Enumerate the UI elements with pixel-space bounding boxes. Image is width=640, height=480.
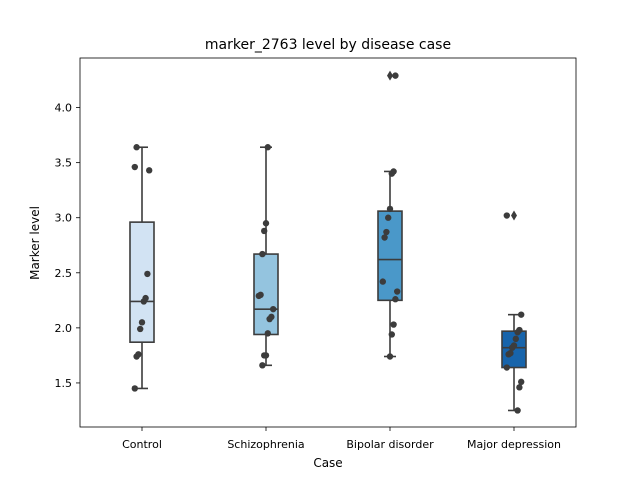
- data-point: [259, 362, 266, 369]
- data-point: [259, 250, 266, 258]
- data-point: [261, 227, 268, 235]
- data-point: [268, 313, 275, 321]
- y-tick-label: 2.5: [55, 267, 73, 280]
- data-point: [135, 351, 142, 358]
- data-point: [131, 385, 138, 392]
- data-point: [507, 350, 514, 357]
- y-tick-label: 2.0: [55, 322, 73, 335]
- x-axis: Control Schizophrenia Bipolar disorder Majo…: [122, 427, 561, 451]
- data-point: [512, 335, 519, 343]
- data-point: [514, 407, 521, 414]
- data-point: [518, 311, 525, 318]
- x-tick-label: Schizophrenia: [227, 438, 304, 451]
- data-point: [390, 168, 397, 175]
- data-point: [262, 220, 270, 227]
- data-point: [262, 352, 270, 359]
- data-point: [518, 378, 525, 386]
- data-point: [503, 364, 510, 371]
- iqr-box: [377, 210, 403, 302]
- data-point: [392, 72, 399, 79]
- data-point: [379, 278, 386, 285]
- data-point: [386, 353, 394, 360]
- data-point: [510, 342, 518, 349]
- box-group: [129, 146, 155, 390]
- data-point: [516, 384, 523, 391]
- data-point: [137, 325, 144, 333]
- data-point: [144, 270, 151, 278]
- data-point: [142, 294, 149, 302]
- chart-title: marker_2763 level by disease case: [205, 37, 451, 53]
- x-tick-label: Major depression: [467, 438, 561, 451]
- y-axis-label: Marker level: [28, 206, 42, 280]
- data-point: [257, 291, 264, 299]
- data-point: [503, 212, 510, 219]
- y-tick-label: 3.0: [55, 212, 73, 225]
- outlier-marker: [511, 210, 517, 221]
- data-point: [386, 205, 394, 213]
- outlier-marker: [387, 70, 393, 81]
- plot-frame: [79, 57, 577, 428]
- data-point: [264, 144, 271, 151]
- data-point: [264, 330, 271, 337]
- data-point: [138, 319, 146, 326]
- data-point: [516, 326, 523, 334]
- data-point: [146, 167, 153, 174]
- data-point: [390, 321, 397, 328]
- y-axis: 1.5 2.0 2.5 3.0 3.5 4.0: [55, 102, 80, 390]
- box-group: [377, 70, 403, 358]
- x-tick-label: Bipolar disorder: [346, 438, 434, 451]
- y-tick-label: 3.5: [55, 157, 73, 170]
- x-tick-label: Control: [122, 438, 162, 451]
- data-point: [381, 234, 388, 241]
- x-axis-label: Case: [313, 456, 342, 470]
- data-point: [383, 228, 390, 236]
- data-point: [388, 331, 395, 338]
- data-point: [392, 296, 399, 303]
- data-point: [133, 144, 140, 151]
- data-point: [131, 163, 138, 171]
- data-point: [394, 288, 401, 295]
- data-point: [385, 214, 392, 221]
- y-tick-label: 4.0: [55, 102, 73, 115]
- y-tick-label: 1.5: [55, 377, 73, 390]
- data-point: [270, 305, 277, 313]
- plot-area: [79, 57, 577, 428]
